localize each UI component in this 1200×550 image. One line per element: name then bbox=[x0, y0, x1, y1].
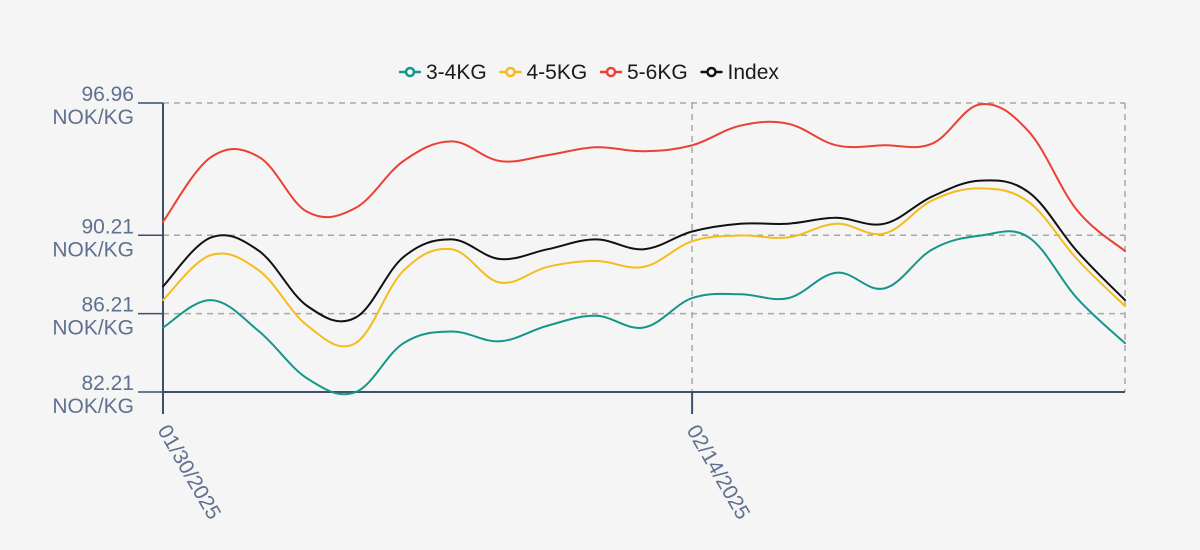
x-tick-label: 01/30/2025 bbox=[153, 421, 225, 524]
y-tick-label: 82.21 bbox=[81, 372, 134, 395]
y-axis-ticks: 96.96NOK/KG90.21NOK/KG86.21NOK/KG82.21NO… bbox=[52, 83, 163, 418]
y-tick-label: 86.21 bbox=[81, 294, 134, 317]
axes bbox=[162, 103, 1125, 393]
series-line-3-4kg bbox=[162, 230, 1126, 396]
y-tick-unit: NOK/KG bbox=[52, 317, 134, 340]
x-axis-ticks: 01/30/2025 02/14/2025 bbox=[153, 392, 754, 524]
y-tick-unit: NOK/KG bbox=[52, 106, 134, 129]
legend-swatch-marker bbox=[605, 66, 617, 78]
legend-item-5-6kg[interactable]: 5-6KG bbox=[600, 61, 688, 84]
legend-swatch-marker bbox=[505, 66, 516, 78]
y-tick-label: 96.96 bbox=[81, 83, 134, 106]
y-tick-unit: NOK/KG bbox=[52, 395, 134, 418]
legend-label: Index bbox=[728, 61, 780, 84]
x-tick-label: 02/14/2025 bbox=[682, 421, 754, 524]
series-line-index bbox=[162, 179, 1126, 323]
series-line-4-5kg bbox=[162, 187, 1126, 348]
legend-swatch-marker bbox=[404, 66, 416, 78]
y-tick-label: 90.21 bbox=[81, 215, 134, 238]
series-line-5-6kg bbox=[162, 102, 1126, 253]
y-tick-unit: NOK/KG bbox=[52, 238, 134, 261]
legend-item-index[interactable]: Index bbox=[700, 61, 780, 84]
legend-label: 5-6KG bbox=[627, 61, 688, 84]
legend-item-4-5kg[interactable]: 4-5KG bbox=[499, 61, 588, 84]
legend-swatch-marker bbox=[706, 66, 717, 78]
legend-label: 3-4KG bbox=[426, 61, 487, 84]
legend: 3-4KG 4-5KG 5-6KG Index bbox=[399, 61, 779, 84]
series-lines bbox=[162, 102, 1126, 396]
legend-label: 4-5KG bbox=[527, 61, 588, 84]
grid bbox=[163, 102, 1126, 392]
legend-item-3-4kg[interactable]: 3-4KG bbox=[399, 61, 487, 84]
